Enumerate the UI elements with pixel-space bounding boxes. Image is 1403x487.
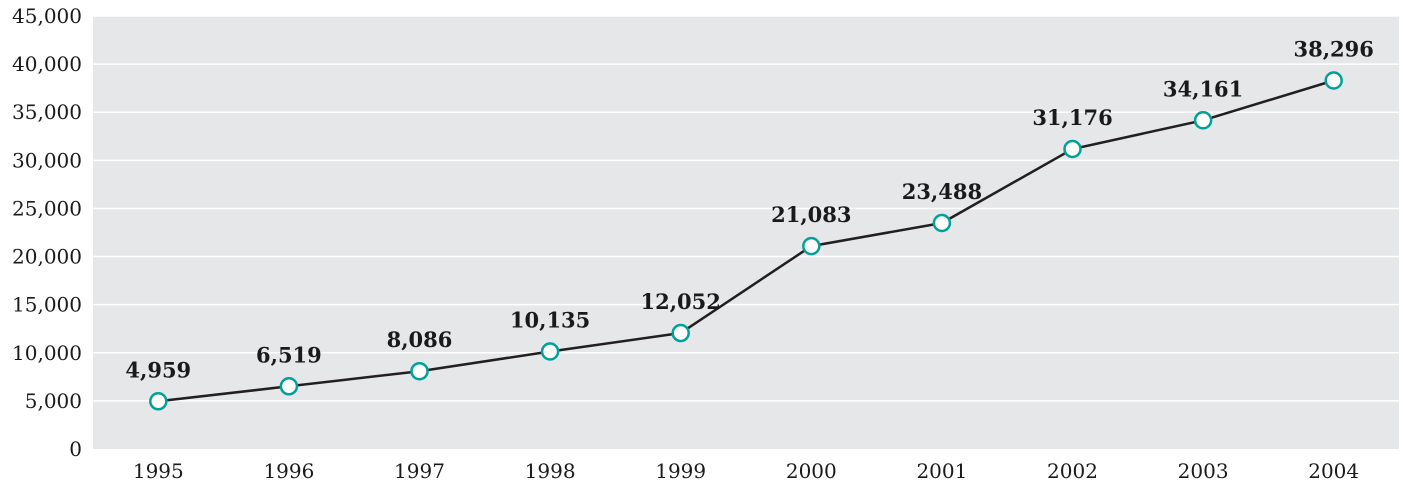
y-tick-label: 10,000 [12, 341, 82, 365]
data-point [802, 236, 821, 256]
data-label: 31,176 [1032, 105, 1112, 130]
y-tick-label: 25,000 [12, 196, 82, 220]
y-axis: 0 5,000 10,000 15,000 20,000 25,000 30,000 35,0… [12, 4, 82, 461]
y-tick-label: 15,000 [12, 293, 82, 317]
x-tick-label: 2003 [1178, 459, 1229, 483]
data-point [279, 377, 299, 396]
y-tick-label: 30,000 [12, 148, 82, 172]
x-tick-label: 1999 [655, 459, 706, 483]
series-line [158, 79, 1335, 403]
data-label: 8,086 [387, 327, 453, 352]
data-point [932, 213, 952, 233]
data-label: 10,135 [510, 307, 590, 332]
data-label: 21,083 [771, 202, 851, 227]
plot-background [93, 16, 1399, 449]
x-axis: 1995 1996 1997 1998 1999 2000 2001 2002 2003 2004 [133, 459, 1359, 483]
data-label: 12,052 [641, 289, 721, 314]
x-tick-label: 1998 [525, 459, 576, 483]
data-point [540, 342, 560, 361]
y-tick-label: 40,000 [12, 52, 82, 76]
data-point [149, 392, 168, 411]
data-point [671, 323, 690, 343]
data-label: 4,959 [125, 357, 191, 382]
data-point [1063, 139, 1082, 159]
data-label: 38,296 [1294, 37, 1374, 62]
y-tick-label: 0 [69, 437, 82, 461]
x-tick-label: 2002 [1047, 459, 1098, 483]
y-tick-label: 35,000 [12, 100, 82, 124]
data-label: 34,161 [1163, 76, 1243, 101]
x-tick-label: 1996 [263, 459, 314, 483]
data-label: 6,519 [256, 342, 322, 367]
x-tick-label: 2001 [916, 459, 967, 483]
y-tick-label: 20,000 [12, 245, 82, 269]
data-point [1324, 71, 1343, 90]
data-label: 23,488 [902, 179, 982, 204]
x-tick-label: 2000 [786, 459, 837, 483]
y-tick-label: 45,000 [12, 4, 82, 28]
x-tick-label: 1995 [133, 459, 184, 483]
data-point [410, 361, 429, 381]
data-points [149, 71, 1343, 411]
data-point [1193, 111, 1213, 130]
y-tick-label: 5,000 [25, 389, 82, 413]
x-tick-label: 2004 [1308, 459, 1359, 483]
gridlines [93, 15, 1399, 402]
data-labels: 4,959 6,519 8,086 10,135 12,052 21,083 23,488 3… [125, 37, 1373, 383]
x-tick-label: 1997 [394, 459, 445, 483]
